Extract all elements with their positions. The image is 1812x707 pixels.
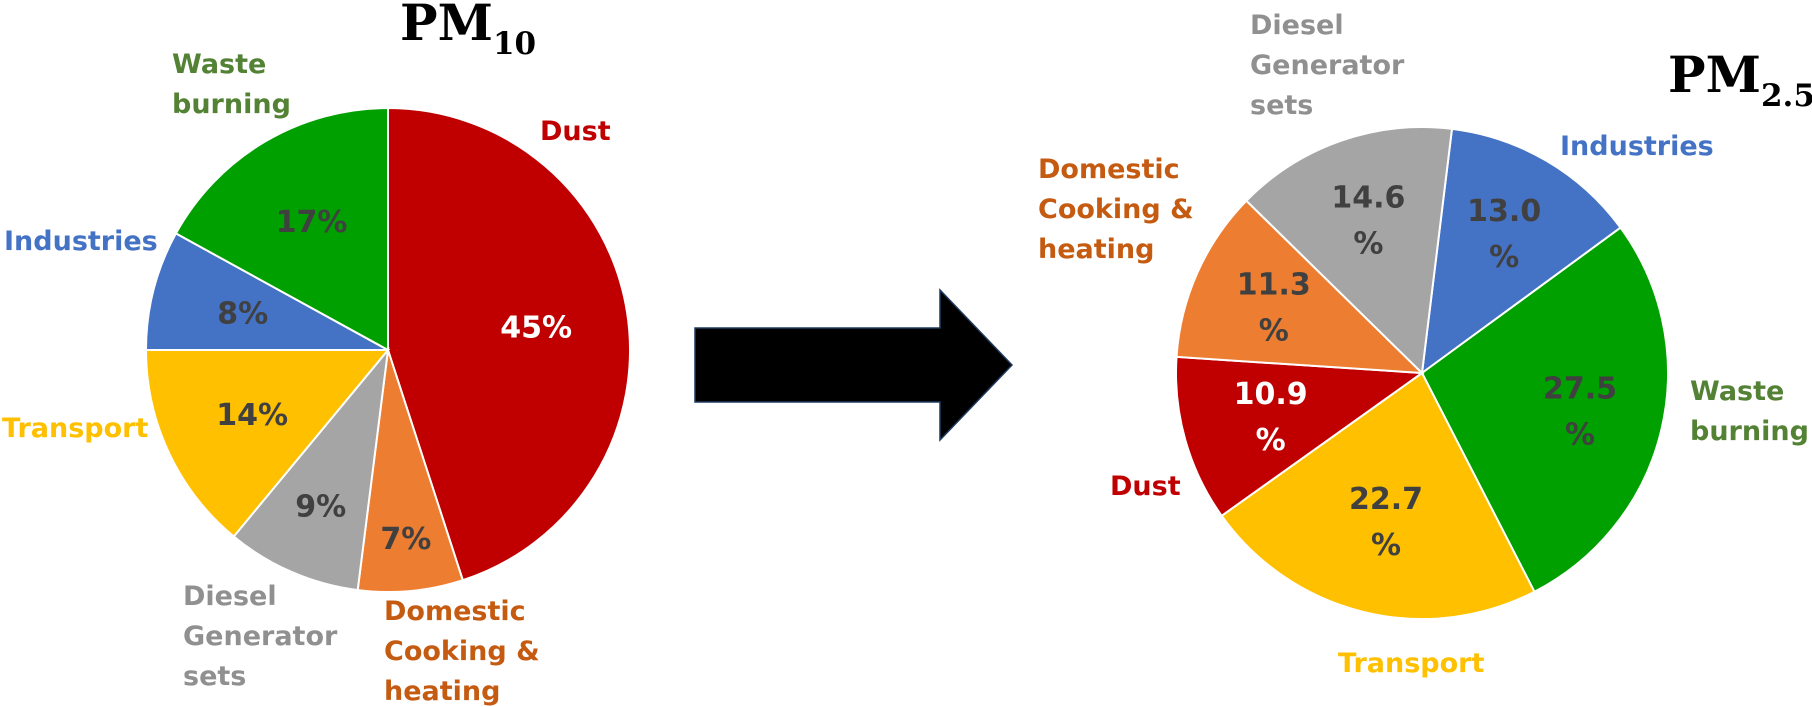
pm10-label-domestic-cooking-heating: Domestic Cooking & heating <box>384 596 549 707</box>
pm10-value-label-transport: 14% <box>216 398 288 433</box>
pm25-label-domestic-cooking-heating: Domestic Cooking & heating <box>1038 154 1203 265</box>
pm25-title: PM2.5 <box>1668 45 1812 114</box>
pm10-label-waste-burning: Waste burning <box>172 49 291 120</box>
pm10-title: PM10 <box>400 0 536 62</box>
pm25-slice-domestic-cooking-heating <box>1175 199 1425 375</box>
pm10-value-label-industries: 8% <box>217 297 268 332</box>
pm10-slice-domestic-cooking-heating <box>356 349 465 593</box>
pm25-slice-waste-burning <box>1420 226 1670 594</box>
pm10-slice-dust <box>387 106 631 582</box>
pm25-value-label-domestic-cooking-heating: 11.3% <box>1237 268 1311 349</box>
pm25-slice-dust <box>1175 355 1425 518</box>
right-arrow-icon <box>694 288 1014 442</box>
pm10-slice-diesel-generator-sets <box>232 346 390 592</box>
pm10-slice-waste-burning <box>174 106 389 352</box>
pm10-label-diesel-generator-sets: Diesel Generator sets <box>183 581 347 692</box>
pm25-label-transport: Transport <box>1338 648 1484 679</box>
pm10-value-label-diesel-generator-sets: 9% <box>295 490 346 525</box>
pm10-value-label-domestic-cooking-heating: 7% <box>380 522 431 557</box>
pm10-value-label-waste-burning: 17% <box>276 205 348 240</box>
pm25-label-industries: Industries <box>1560 131 1714 162</box>
pm25-value-label-transport: 22.7% <box>1349 482 1423 563</box>
pm25-slice-diesel-generator-sets <box>1244 126 1454 376</box>
pm25-pie-chart: 13.0 % 27.5 % 22.7 % 10.9 % 11.3 % 14.6% <box>1175 126 1670 621</box>
pm10-label-dust: Dust <box>540 116 611 147</box>
pm25-value-label-industries: 13.0% <box>1467 194 1541 275</box>
pm25-label-waste-burning: Waste burning <box>1690 376 1809 447</box>
pm25-value-label-diesel-generator-sets: 14.6% <box>1331 181 1405 262</box>
pm25-slice-industries <box>1420 127 1622 376</box>
pm10-label-transport: Transport <box>2 413 148 444</box>
pm10-slice-industries <box>144 232 389 351</box>
pm25-value-label-waste-burning: 27.5% <box>1543 371 1617 452</box>
pm10-value-label-dust: 45% <box>500 311 572 346</box>
pm10-label-industries: Industries <box>4 226 158 257</box>
pm10-slice-transport <box>144 349 391 538</box>
pm25-label-diesel-generator-sets: Diesel Generator sets <box>1250 10 1414 121</box>
pm25-slice-transport <box>1220 371 1536 621</box>
pm25-value-label-dust: 10.9% <box>1234 377 1308 458</box>
pm25-label-dust: Dust <box>1110 471 1181 502</box>
pm10-pie-chart: 45% 7% 9% 14% 8% 17% <box>144 106 631 593</box>
